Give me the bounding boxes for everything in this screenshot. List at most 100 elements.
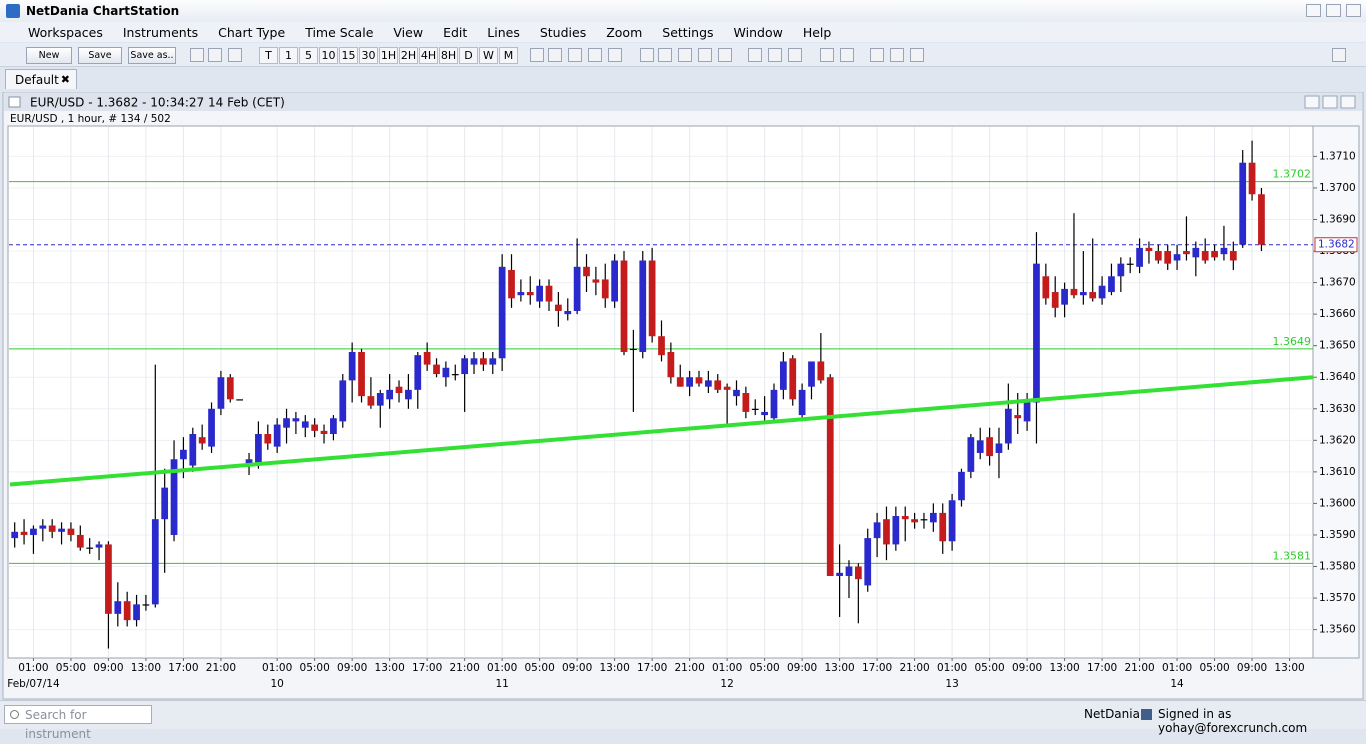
menu-item[interactable]: Workspaces: [28, 25, 103, 40]
candle-body: [583, 266, 590, 277]
toolbar-button[interactable]: New: [26, 47, 72, 64]
menu-item[interactable]: Help: [802, 25, 832, 40]
tool-icon[interactable]: [718, 48, 732, 62]
menu-item[interactable]: Instruments: [122, 25, 199, 40]
timeframe-button[interactable]: 1: [279, 47, 298, 64]
candle-body: [1248, 162, 1256, 195]
menu-item[interactable]: Chart Type: [218, 25, 286, 40]
x-tick-label: 17:00: [637, 662, 667, 674]
menu-item[interactable]: Zoom: [606, 25, 643, 40]
toolbar-button[interactable]: Save as..: [128, 47, 176, 64]
window-restore[interactable]: [1322, 95, 1338, 109]
window-close[interactable]: [1340, 95, 1356, 109]
tool-icon[interactable]: [678, 48, 692, 62]
menu-item[interactable]: Time Scale: [305, 25, 374, 40]
y-tick-label: 1.3630: [1319, 403, 1356, 415]
window-minimize[interactable]: [1304, 95, 1320, 109]
chart-type-icon[interactable]: [190, 48, 204, 62]
tool-icon[interactable]: [890, 48, 904, 62]
timeframe-button[interactable]: 4H: [419, 47, 438, 64]
menu-item[interactable]: Window: [733, 25, 783, 40]
candle-body: [1051, 292, 1059, 308]
search-box[interactable]: Search for instrument: [4, 705, 152, 741]
menu-item[interactable]: Edit: [443, 25, 468, 40]
candle-body: [901, 516, 909, 520]
timeframe-button[interactable]: T: [259, 47, 278, 64]
level-label: 1.3702: [1273, 168, 1312, 181]
candle-body: [808, 361, 815, 387]
candle-body: [292, 418, 300, 422]
candle-body: [58, 528, 65, 532]
tab-label[interactable]: Default: [15, 73, 59, 87]
candle-body: [798, 389, 806, 416]
candle-body: [236, 399, 244, 401]
y-tick-label: 1.3690: [1319, 213, 1356, 225]
candle-body: [1061, 288, 1068, 305]
candle-body: [405, 389, 412, 400]
candle-body: [564, 310, 572, 315]
timeframe-button[interactable]: 1H: [379, 47, 398, 64]
tool-icon[interactable]: [840, 48, 854, 62]
toolbar-button[interactable]: Save: [78, 47, 122, 64]
price-axis: [1312, 125, 1360, 659]
y-tick-label: 1.3710: [1319, 150, 1356, 162]
candle-body: [301, 421, 309, 428]
timeframe-button[interactable]: M: [499, 47, 518, 64]
candle-body: [592, 279, 600, 283]
tool-icon[interactable]: [870, 48, 884, 62]
candle-body: [264, 434, 272, 444]
tool-icon[interactable]: [820, 48, 834, 62]
tool-icon[interactable]: [768, 48, 782, 62]
tool-icon[interactable]: [608, 48, 622, 62]
menu-item[interactable]: Studies: [539, 25, 587, 40]
menu-item[interactable]: Settings: [662, 25, 714, 40]
candle-body: [358, 351, 365, 397]
timeframe-button[interactable]: 8H: [439, 47, 458, 64]
candle-body: [911, 519, 918, 523]
candle-body: [311, 424, 319, 431]
candle-body: [873, 522, 881, 539]
tool-icon[interactable]: [1332, 48, 1346, 62]
plot-area: [7, 125, 1314, 659]
tool-icon[interactable]: [530, 48, 544, 62]
tool-icon[interactable]: [698, 48, 712, 62]
tool-icon[interactable]: [658, 48, 672, 62]
tool-icon[interactable]: [548, 48, 562, 62]
timeframe-button[interactable]: 30: [359, 47, 378, 64]
candle-body: [1229, 251, 1237, 261]
timeframe-button[interactable]: 10: [319, 47, 338, 64]
tool-icon[interactable]: [568, 48, 582, 62]
tool-icon[interactable]: [588, 48, 602, 62]
tool-icon[interactable]: [640, 48, 654, 62]
tool-icon[interactable]: [910, 48, 924, 62]
candle-body: [48, 525, 56, 532]
chart-type-icon[interactable]: [228, 48, 242, 62]
candle-body: [920, 519, 928, 521]
tool-icon[interactable]: [748, 48, 762, 62]
x-tick-label: 09:00: [1237, 662, 1267, 674]
x-tick-label: 17:00: [862, 662, 892, 674]
tab-close[interactable]: ✖: [60, 73, 70, 86]
candle-body: [480, 358, 487, 365]
tool-icon[interactable]: [788, 48, 802, 62]
timeframe-button[interactable]: 15: [339, 47, 358, 64]
y-tick-label: 1.3580: [1319, 561, 1356, 573]
workspace-tab[interactable]: Default ✖: [5, 69, 77, 89]
timeframe-button[interactable]: W: [479, 47, 498, 64]
maximize-button[interactable]: [1326, 4, 1341, 17]
menu-item[interactable]: View: [393, 25, 424, 40]
candle-body: [1004, 408, 1012, 444]
x-tick-label: 17:00: [412, 662, 442, 674]
minimize-button[interactable]: [1306, 4, 1321, 17]
candle-body: [761, 411, 768, 416]
search-placeholder: Search for instrument: [25, 708, 91, 741]
candle-body: [283, 418, 290, 428]
candle-body: [142, 604, 150, 606]
timeframe-button[interactable]: 5: [299, 47, 318, 64]
chart-type-icon[interactable]: [208, 48, 222, 62]
timeframe-button[interactable]: 2H: [399, 47, 418, 64]
close-button[interactable]: [1346, 4, 1361, 17]
menu-item[interactable]: Lines: [487, 25, 520, 40]
x-tick-label: 01:00: [712, 662, 742, 674]
timeframe-button[interactable]: D: [459, 47, 478, 64]
